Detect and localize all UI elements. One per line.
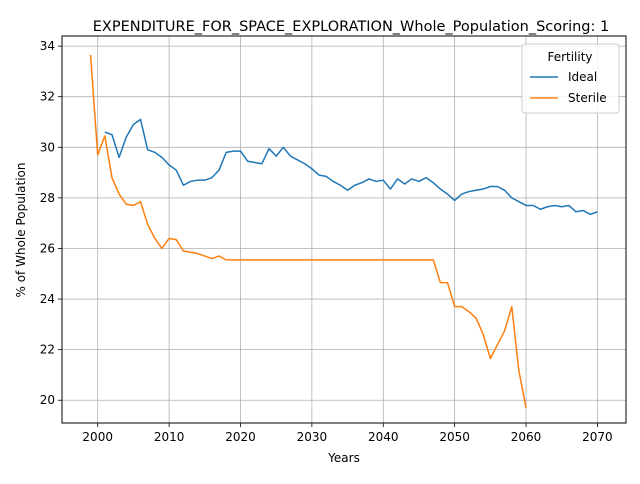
x-tick-label: 2060 — [511, 430, 542, 444]
grid — [62, 36, 626, 423]
x-tick-label: 2030 — [297, 430, 328, 444]
y-tick-label: 34 — [40, 39, 55, 53]
legend-label-ideal: Ideal — [568, 70, 597, 84]
legend: Fertility Ideal Sterile — [521, 43, 620, 114]
legend-label-sterile: Sterile — [568, 91, 607, 105]
y-tick-label: 24 — [40, 292, 55, 306]
plot-frame — [61, 35, 627, 424]
y-tick-label: 30 — [40, 140, 55, 154]
series-line-ideal — [104, 118, 598, 216]
x-axis-ticks: 2000 2010 2020 2030 2040 2050 2060 2070 — [82, 423, 613, 444]
y-tick-label: 26 — [40, 241, 55, 255]
x-tick-label: 2050 — [439, 430, 470, 444]
x-tick-label: 2010 — [154, 430, 185, 444]
y-axis-label: % of Whole Population — [14, 163, 28, 298]
legend-box — [521, 43, 620, 114]
series-line-sterile — [89, 54, 527, 408]
x-tick-label: 2040 — [368, 430, 399, 444]
x-tick-label: 2000 — [82, 430, 113, 444]
y-axis-ticks: 20 22 24 26 28 30 32 34 — [40, 39, 62, 407]
chart-title: EXPENDITURE_FOR_SPACE_EXPLORATION_Whole_… — [93, 19, 609, 35]
legend-title: Fertility — [547, 50, 592, 64]
x-axis-label: Years — [327, 451, 360, 465]
x-tick-label: 2020 — [225, 430, 256, 444]
y-tick-label: 32 — [40, 90, 55, 104]
series-lines — [89, 54, 598, 408]
y-tick-label: 22 — [40, 343, 55, 357]
x-tick-label: 2070 — [582, 430, 613, 444]
y-tick-label: 20 — [40, 393, 55, 407]
y-tick-label: 28 — [40, 191, 55, 205]
